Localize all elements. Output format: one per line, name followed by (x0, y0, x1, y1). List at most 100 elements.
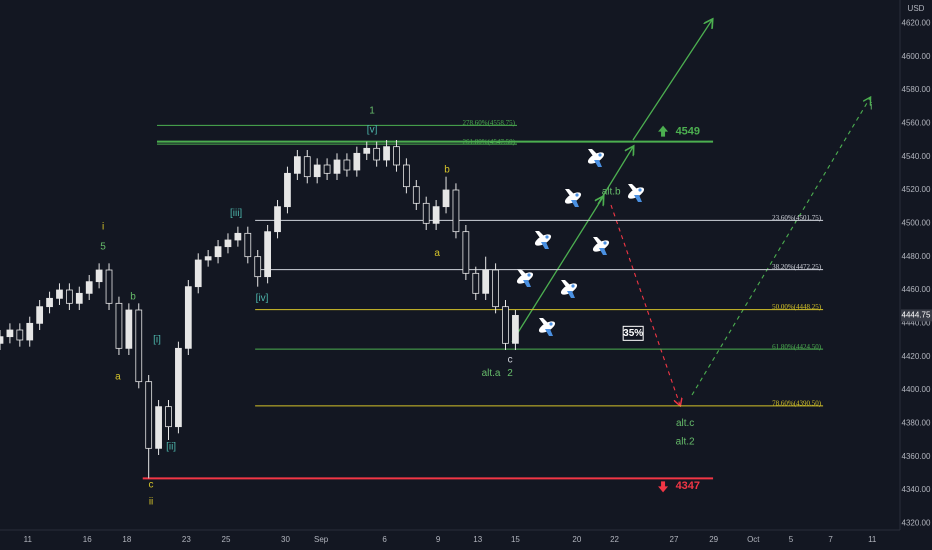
candle-body (165, 406, 172, 428)
wave-label: [v] (367, 125, 378, 136)
wave-label: alt.b (602, 186, 621, 197)
candle-body (194, 259, 202, 288)
candle-body (56, 289, 63, 299)
x-tick-label: 16 (83, 535, 92, 544)
candle-body (512, 315, 519, 344)
fib-label: 278.60%(4558.75) (463, 119, 516, 127)
candle-body (343, 159, 351, 171)
wave-label: 5 (100, 241, 106, 252)
wave-label: 1 (369, 105, 375, 116)
candle-body (244, 232, 252, 258)
candle-body (46, 297, 53, 308)
candle-body (184, 286, 192, 349)
y-tick-label: 4540.00 (902, 152, 931, 161)
candle-body (502, 306, 509, 344)
candle-body (274, 206, 281, 233)
x-tick-label: 22 (610, 535, 619, 544)
direction-arrow (658, 481, 669, 493)
projection-arrow (632, 20, 712, 141)
y-tick-label: 4600.00 (902, 52, 931, 61)
wave-label: b (130, 291, 136, 302)
x-tick-label: 13 (473, 535, 482, 544)
currency-label: USD (908, 4, 925, 13)
x-tick-label: 27 (670, 535, 679, 544)
wave-label: [iii] (230, 208, 242, 219)
y-tick-label: 4340.00 (902, 485, 931, 494)
candle-body (16, 329, 24, 341)
candle-body (293, 156, 301, 174)
x-tick-label: 18 (122, 535, 131, 544)
candle-body (472, 272, 480, 294)
wave-label: alt.c (676, 418, 694, 429)
candle-body (204, 256, 212, 261)
candle-body (363, 147, 371, 154)
candle-body (254, 256, 262, 278)
candle-body (224, 239, 232, 248)
candle-body (303, 156, 311, 178)
y-tick-label: 4440.00 (902, 318, 931, 327)
candle-body (284, 172, 291, 208)
candle-body (135, 309, 143, 383)
wave-label: alt.a (482, 368, 501, 379)
candle-body (234, 232, 242, 241)
wave-label: b (444, 165, 450, 176)
candle-body (432, 206, 440, 224)
key-level-label: 4549 (676, 126, 700, 138)
candle-body (353, 152, 361, 171)
wave-label: [i] (153, 335, 161, 346)
y-tick-label: 4420.00 (902, 352, 931, 361)
candle-body (145, 381, 153, 449)
x-tick-label: 11 (24, 535, 33, 544)
last-price-box (901, 309, 932, 322)
y-tick-label: 4580.00 (902, 85, 931, 94)
candle-body (452, 189, 460, 233)
candle-body (422, 202, 430, 224)
direction-arrow (658, 125, 669, 137)
fib-label: 38.20%(4472.25) (772, 263, 822, 271)
fib-label: 61.80%(4424.50) (772, 343, 822, 351)
wave-label: i (102, 221, 104, 232)
x-tick-label: Sep (314, 535, 329, 544)
x-tick-label: Oct (747, 535, 760, 544)
wave-label: a (115, 371, 121, 382)
candle-body (442, 189, 450, 208)
candle-body (373, 147, 381, 161)
fib-label: 23.60%(4501.75) (772, 214, 822, 222)
candle-body (462, 231, 470, 274)
candle-body (333, 159, 341, 174)
candle-body (6, 329, 14, 338)
y-tick-label: 4380.00 (902, 418, 931, 427)
projection-dashed (691, 98, 870, 396)
x-tick-label: 15 (511, 535, 520, 544)
projection-dashed (610, 204, 680, 405)
y-tick-label: 4460.00 (902, 285, 931, 294)
fib-label: 78.60%(4390.50) (772, 399, 822, 407)
wave-label: c (149, 480, 154, 491)
y-tick-label: 4520.00 (902, 185, 931, 194)
y-tick-label: 4400.00 (902, 385, 931, 394)
candle-body (36, 306, 44, 324)
x-tick-label: 6 (382, 535, 387, 544)
key-level-label: 4347 (676, 480, 700, 492)
candle-body (214, 246, 222, 258)
projection-arrow (597, 147, 633, 205)
y-tick-label: 4320.00 (902, 518, 931, 527)
candle-body (125, 309, 133, 349)
last-price-label: 4444.75 (902, 311, 931, 320)
candle-body (383, 146, 390, 161)
wave-label: alt.2 (676, 436, 695, 447)
y-tick-label: 4480.00 (902, 252, 931, 261)
candle-body (264, 231, 271, 278)
x-tick-label: 5 (789, 535, 794, 544)
y-tick-label: 4560.00 (902, 118, 931, 127)
candle-body (0, 336, 4, 344)
y-tick-label: 4360.00 (902, 452, 931, 461)
candle-body (66, 289, 73, 304)
candle-body (155, 406, 162, 449)
x-tick-label: 29 (709, 535, 718, 544)
candle-body (95, 269, 103, 283)
candle-body (393, 146, 400, 166)
candle-body (75, 292, 83, 304)
wave-label: [iv] (256, 293, 269, 304)
